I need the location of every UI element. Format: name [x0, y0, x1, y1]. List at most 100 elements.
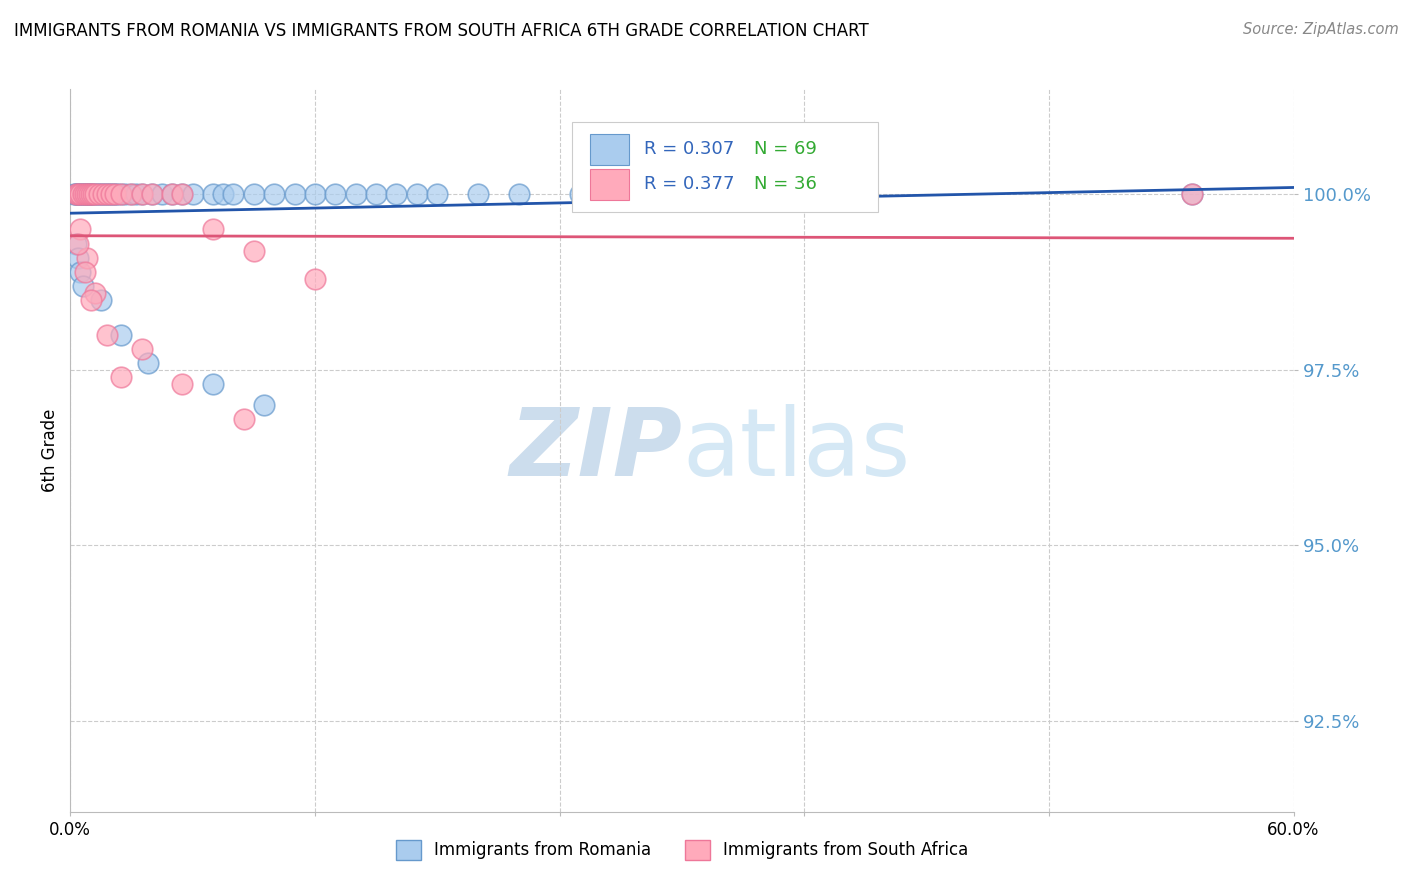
- Point: [366, 187, 388, 202]
- Point: [323, 187, 347, 202]
- Point: [181, 187, 204, 202]
- Point: [1181, 187, 1204, 202]
- Point: [76, 251, 98, 265]
- Point: [467, 187, 489, 202]
- Text: atlas: atlas: [682, 404, 910, 497]
- Point: [94, 187, 117, 202]
- Point: [141, 187, 163, 202]
- Point: [243, 244, 266, 258]
- Point: [83, 285, 105, 300]
- Point: [67, 187, 90, 202]
- Point: [110, 327, 132, 342]
- Point: [72, 187, 94, 202]
- Legend: Immigrants from Romania, Immigrants from South Africa: Immigrants from Romania, Immigrants from…: [388, 831, 976, 869]
- Point: [98, 187, 121, 202]
- Point: [73, 187, 96, 202]
- Point: [91, 187, 114, 202]
- Point: [172, 376, 194, 391]
- Point: [76, 187, 98, 202]
- Point: [104, 187, 127, 202]
- Point: [77, 187, 100, 202]
- Point: [110, 187, 132, 202]
- Point: [69, 187, 91, 202]
- Point: [96, 187, 118, 202]
- Point: [65, 187, 87, 202]
- Point: [172, 187, 194, 202]
- Point: [82, 187, 104, 202]
- Point: [90, 293, 112, 307]
- Point: [508, 187, 530, 202]
- Point: [101, 187, 124, 202]
- Point: [243, 187, 266, 202]
- Point: [79, 187, 103, 202]
- Point: [131, 187, 153, 202]
- Point: [87, 187, 110, 202]
- Point: [69, 187, 91, 202]
- Point: [131, 342, 153, 356]
- Point: [1181, 187, 1204, 202]
- Point: [83, 187, 105, 202]
- Point: [72, 187, 94, 202]
- Bar: [591, 169, 630, 200]
- Point: [671, 187, 693, 202]
- Point: [304, 187, 326, 202]
- Point: [202, 222, 225, 236]
- Point: [232, 412, 254, 426]
- Point: [65, 187, 87, 202]
- Point: [202, 187, 225, 202]
- Point: [69, 187, 91, 202]
- Point: [69, 264, 91, 278]
- Point: [121, 187, 143, 202]
- Bar: [591, 134, 630, 165]
- Point: [773, 187, 796, 202]
- Point: [90, 187, 112, 202]
- Text: Source: ZipAtlas.com: Source: ZipAtlas.com: [1243, 22, 1399, 37]
- Point: [202, 376, 225, 391]
- Point: [67, 187, 90, 202]
- Point: [72, 187, 94, 202]
- Point: [77, 187, 100, 202]
- Point: [91, 187, 114, 202]
- Point: [304, 271, 326, 285]
- Point: [76, 187, 98, 202]
- Point: [105, 187, 128, 202]
- Point: [162, 187, 183, 202]
- Point: [100, 187, 122, 202]
- Point: [253, 398, 276, 412]
- Point: [67, 251, 90, 265]
- Point: [104, 187, 127, 202]
- FancyBboxPatch shape: [572, 121, 877, 212]
- Point: [284, 187, 307, 202]
- Point: [110, 187, 132, 202]
- Point: [263, 187, 285, 202]
- Point: [67, 236, 90, 251]
- Point: [73, 264, 96, 278]
- Point: [69, 222, 91, 236]
- Point: [76, 187, 98, 202]
- Text: N = 36: N = 36: [754, 175, 817, 193]
- Point: [150, 187, 173, 202]
- Point: [114, 187, 136, 202]
- Point: [568, 187, 592, 202]
- Text: N = 69: N = 69: [754, 140, 817, 158]
- Point: [162, 187, 183, 202]
- Point: [65, 236, 87, 251]
- Point: [82, 187, 104, 202]
- Point: [212, 187, 235, 202]
- Point: [96, 327, 118, 342]
- Point: [131, 187, 153, 202]
- Point: [121, 187, 143, 202]
- Point: [77, 187, 100, 202]
- Point: [67, 187, 90, 202]
- Point: [79, 187, 103, 202]
- Point: [124, 187, 146, 202]
- Y-axis label: 6th Grade: 6th Grade: [41, 409, 59, 492]
- Point: [222, 187, 245, 202]
- Point: [96, 187, 118, 202]
- Text: ZIP: ZIP: [509, 404, 682, 497]
- Text: R = 0.307: R = 0.307: [644, 140, 734, 158]
- Point: [136, 356, 159, 370]
- Point: [63, 187, 86, 202]
- Point: [87, 187, 110, 202]
- Point: [426, 187, 449, 202]
